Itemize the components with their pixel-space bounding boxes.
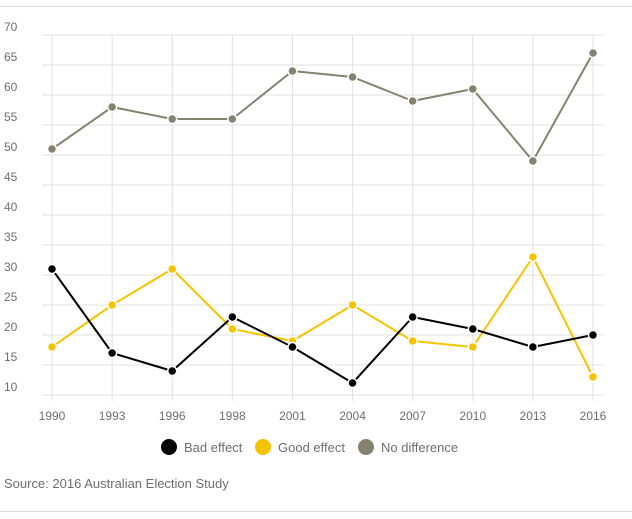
data-point xyxy=(46,143,58,155)
x-tick-label: 2007 xyxy=(399,409,426,423)
legend-marker xyxy=(161,439,177,455)
data-point xyxy=(106,347,118,359)
x-tick-label: 1990 xyxy=(39,409,66,423)
legend: Bad effect Good effect No difference xyxy=(161,439,458,455)
data-point xyxy=(527,251,539,263)
x-tick-label: 2010 xyxy=(459,409,486,423)
data-point xyxy=(166,365,178,377)
y-tick-label: 45 xyxy=(4,170,18,184)
data-point xyxy=(227,113,238,125)
data-point xyxy=(527,341,539,353)
legend-label: Bad effect xyxy=(184,440,243,455)
legend-label: No difference xyxy=(381,440,458,455)
source-note: Source: 2016 Australian Election Study xyxy=(4,476,229,491)
top-divider xyxy=(0,6,632,7)
data-point xyxy=(527,155,539,167)
data-point xyxy=(347,71,358,83)
x-tick-label: 2001 xyxy=(279,409,306,423)
data-point xyxy=(587,47,599,59)
data-point xyxy=(407,335,418,347)
data-point xyxy=(467,83,479,95)
series-lines xyxy=(51,52,594,384)
x-tick-label: 1998 xyxy=(219,409,246,423)
data-point xyxy=(106,101,118,113)
legend-marker xyxy=(255,439,271,455)
data-point xyxy=(347,299,358,311)
data-point xyxy=(106,299,118,311)
x-tick-label: 2013 xyxy=(520,409,547,423)
x-tick-label: 2016 xyxy=(580,409,607,423)
x-tick-label: 1993 xyxy=(99,409,126,423)
y-tick-label: 55 xyxy=(4,110,18,124)
data-point xyxy=(287,65,298,77)
y-tick-label: 20 xyxy=(4,320,18,334)
y-axis: 10 15 20 25 30 35 40 45 50 55 60 65 70 xyxy=(4,20,18,394)
y-tick-label: 65 xyxy=(4,50,18,64)
data-point xyxy=(407,95,418,107)
data-point xyxy=(587,371,599,383)
series-line xyxy=(51,52,594,162)
y-tick-label: 25 xyxy=(4,290,18,304)
data-point xyxy=(467,341,479,353)
legend-marker xyxy=(358,439,374,455)
y-tick-label: 30 xyxy=(4,260,18,274)
data-point xyxy=(587,329,599,341)
data-point xyxy=(227,323,238,335)
series-points xyxy=(46,47,599,389)
data-point xyxy=(227,311,238,323)
data-point xyxy=(166,263,178,275)
data-point xyxy=(46,263,58,275)
y-tick-label: 40 xyxy=(4,200,18,214)
y-tick-label: 70 xyxy=(4,20,18,34)
x-axis: 1990 1993 1996 1998 2001 2004 2007 2010 2013 2016 xyxy=(39,409,607,423)
data-point xyxy=(166,113,178,125)
y-tick-label: 35 xyxy=(4,230,18,244)
data-point xyxy=(287,341,298,353)
series-line xyxy=(51,256,594,378)
bottom-divider xyxy=(0,511,632,512)
data-point xyxy=(46,341,58,353)
x-tick-label: 2004 xyxy=(339,409,366,423)
x-tick-label: 1996 xyxy=(159,409,186,423)
y-tick-label: 60 xyxy=(4,80,18,94)
data-point xyxy=(467,323,479,335)
data-point xyxy=(407,311,418,323)
y-tick-label: 50 xyxy=(4,140,18,154)
gridlines xyxy=(42,34,604,401)
legend-label: Good effect xyxy=(278,440,345,455)
data-point xyxy=(347,377,358,389)
y-tick-label: 10 xyxy=(4,380,18,394)
series-line xyxy=(51,268,594,384)
y-tick-label: 15 xyxy=(4,350,18,364)
